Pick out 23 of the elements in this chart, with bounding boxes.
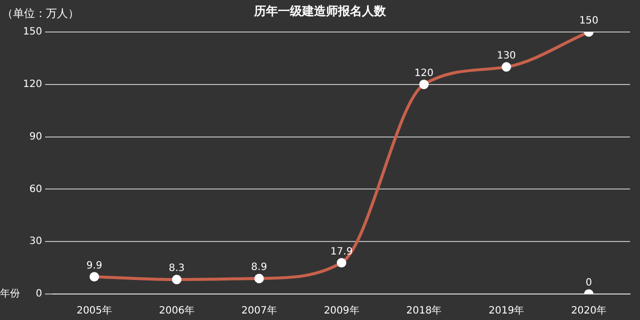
data-label: 0 [586,278,592,289]
x-axis-title: 年份 [0,288,20,300]
data-label: 150 [579,16,598,27]
data-label: 8.3 [168,263,185,274]
x-tick-label: 2009年 [324,304,360,317]
y-tick-label: 150 [22,26,42,38]
x-tick-label: 2020年 [571,304,607,317]
y-tick-label: 60 [29,184,42,195]
y-tick-label: 0 [36,288,42,300]
x-tick-label: 2007年 [241,304,277,317]
x-tick-label: 2006年 [158,304,194,317]
data-label: 9.9 [86,260,102,272]
y-tick-label: 30 [29,236,42,248]
y-tick-label: 90 [29,131,42,142]
chart-title: 历年一级建造师报名人数 [253,4,387,18]
data-label: 120 [414,68,434,79]
x-tick-label: 2019年 [488,304,524,317]
y-axis-title: （单位：万人） [2,6,79,20]
x-tick-label: 2018年 [406,304,442,317]
data-label: 130 [496,50,516,62]
y-tick-label: 120 [22,78,42,90]
data-label: 8.9 [251,262,268,274]
x-tick-label: 2005年 [76,304,112,317]
